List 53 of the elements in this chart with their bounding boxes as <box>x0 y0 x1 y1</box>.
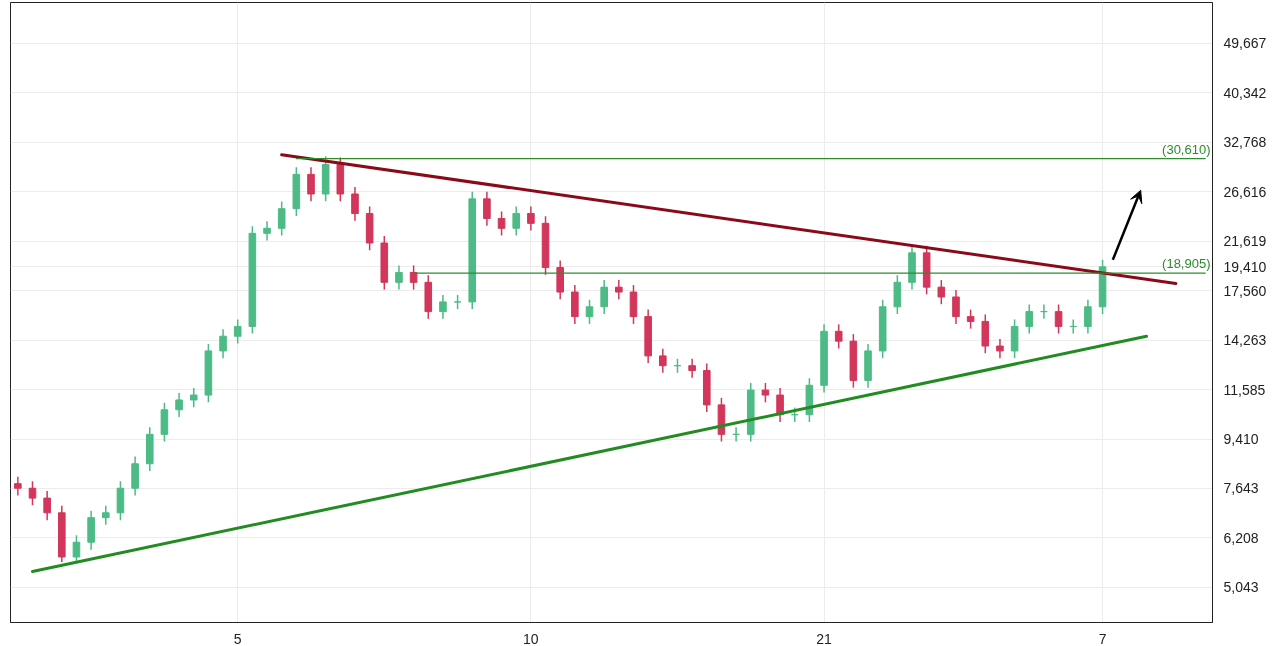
candlestick <box>834 323 843 350</box>
candlestick <box>263 220 271 242</box>
y-tick-label: 49,667 <box>1223 35 1267 52</box>
candlestick <box>43 490 51 521</box>
y-tick-label: 14,263 <box>1223 332 1267 349</box>
series-label: (18,905) <box>1162 256 1211 272</box>
y-tick-label: 9,410 <box>1223 431 1259 448</box>
candlestick <box>395 264 403 291</box>
candlestick <box>101 504 110 526</box>
y-tick-label: 11,585 <box>1223 381 1266 398</box>
candlestick <box>527 205 535 232</box>
candlestick <box>952 289 960 325</box>
candlestick <box>937 279 946 305</box>
candlestick <box>1054 303 1063 335</box>
candlestick <box>688 357 696 379</box>
candlestick <box>14 475 22 497</box>
candlestick <box>439 294 447 320</box>
candlestick <box>189 387 198 408</box>
y-tick-label: 40,342 <box>1223 84 1267 101</box>
candlestick <box>585 299 594 325</box>
candlestick <box>219 328 227 359</box>
y-tick-label: 17,560 <box>1223 282 1267 299</box>
y-tick-label: 5,043 <box>1223 579 1259 596</box>
candlestick <box>497 210 506 237</box>
y-tick-label: 7,643 <box>1223 480 1259 497</box>
candlestick <box>615 279 623 300</box>
candlestick <box>175 392 183 418</box>
candlestick <box>483 191 491 227</box>
candlestick <box>761 382 770 404</box>
x-tick-label: 10 <box>523 630 539 646</box>
y-tick-label: 6,208 <box>1223 529 1259 546</box>
series-label: (30,610) <box>1162 141 1211 157</box>
candlestick <box>600 279 608 315</box>
candlestick <box>659 348 667 374</box>
candlestick <box>996 338 1004 359</box>
candlestick <box>1084 299 1092 335</box>
y-tick-label: 32,768 <box>1223 134 1267 151</box>
x-tick-label: 21 <box>816 630 833 646</box>
candlestick <box>233 318 242 345</box>
candlestick <box>28 480 37 507</box>
candlestick <box>351 186 359 222</box>
y-tick-label: 19,410 <box>1223 258 1267 275</box>
candlestick <box>409 264 418 291</box>
x-tick-label: 5 <box>233 630 242 646</box>
x-tick-label: 7 <box>1098 630 1107 646</box>
y-tick-label: 26,616 <box>1223 183 1267 200</box>
candlestick <box>72 534 81 564</box>
candlestick <box>1025 303 1034 335</box>
candlestick <box>512 205 521 237</box>
y-tick-label: 21,619 <box>1223 233 1267 250</box>
candlestick <box>307 166 315 202</box>
candlestick <box>277 200 286 237</box>
candlestick <box>966 308 975 330</box>
